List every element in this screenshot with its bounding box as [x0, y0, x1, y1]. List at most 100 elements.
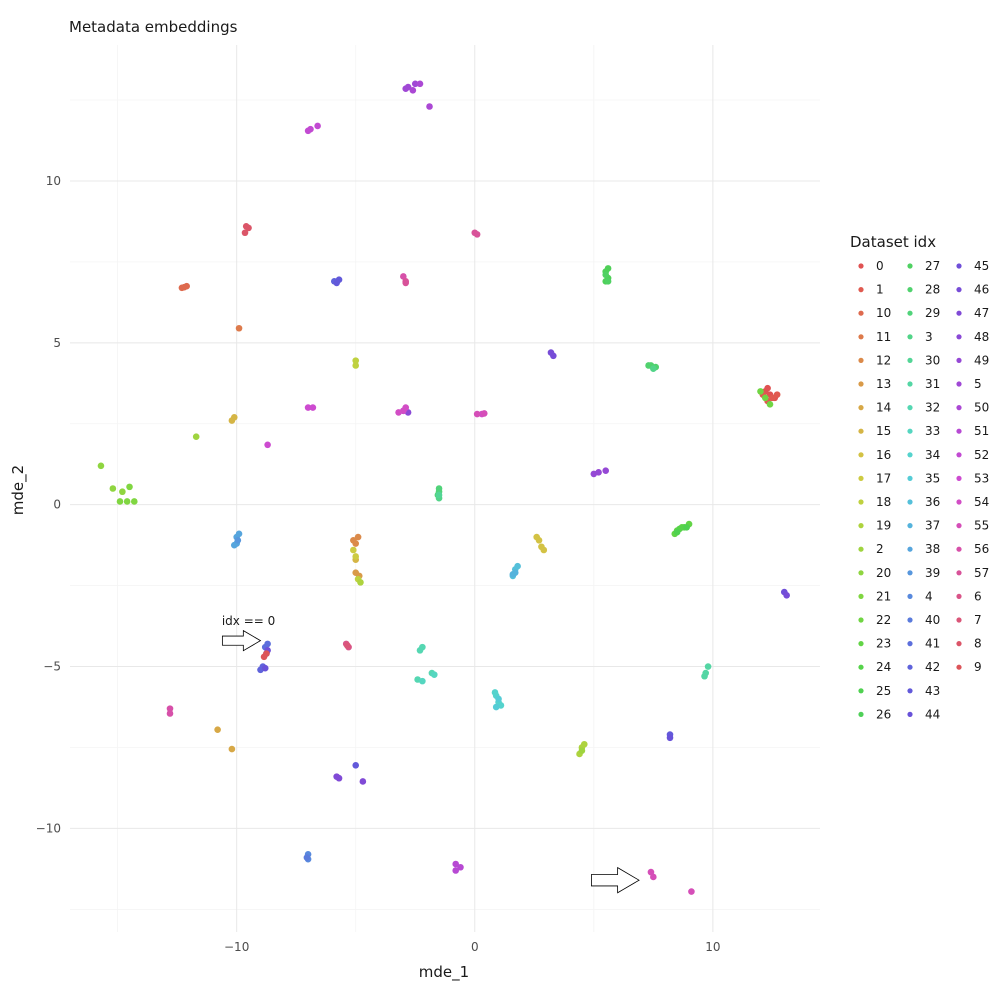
legend-label-4: 4	[925, 589, 933, 603]
legend-label-47: 47	[974, 306, 989, 320]
x-tick-label: −10	[224, 940, 249, 954]
legend-label-1: 1	[876, 283, 884, 297]
legend-marker-44	[907, 711, 913, 718]
legend-label-18: 18	[876, 495, 891, 509]
data-point-57	[473, 231, 481, 238]
data-point-54	[402, 404, 410, 411]
legend-label-10: 10	[876, 306, 891, 320]
legend-label-54: 54	[974, 495, 989, 509]
legend-label-13: 13	[876, 377, 891, 391]
data-point-21	[116, 498, 124, 505]
data-point-44	[261, 664, 269, 672]
data-point-33	[430, 671, 438, 678]
y-tick-label: −10	[36, 821, 61, 835]
legend-label-19: 19	[876, 519, 891, 533]
legend-marker-17	[858, 475, 864, 481]
legend-marker-5	[956, 381, 962, 387]
annotations: idx == 0	[222, 614, 640, 894]
data-point-31	[701, 672, 708, 680]
data-point-26	[604, 265, 612, 272]
legend-label-20: 20	[876, 566, 891, 580]
data-point-56	[166, 705, 174, 712]
legend-marker-6	[956, 593, 962, 600]
data-point-20	[109, 485, 117, 492]
legend-label-8: 8	[974, 637, 982, 651]
data-point-37	[509, 570, 517, 578]
data-point-30	[435, 491, 443, 499]
legend-label-45: 45	[974, 259, 989, 273]
legend-label-24: 24	[876, 660, 891, 674]
legend-label-25: 25	[876, 684, 891, 698]
legend-label-48: 48	[974, 330, 989, 344]
major-gridlines	[70, 45, 820, 932]
legend-marker-2	[858, 546, 864, 552]
legend-marker-13	[858, 381, 864, 387]
legend-marker-43	[907, 688, 913, 694]
legend-marker-28	[907, 287, 913, 293]
data-point-47	[333, 773, 340, 780]
data-point-18	[352, 357, 360, 364]
legend-label-31: 31	[925, 377, 940, 391]
y-tick-label: 10	[46, 174, 61, 188]
legend-label-21: 21	[876, 589, 891, 603]
legend-marker-53	[956, 475, 962, 481]
legend-marker-25	[858, 688, 864, 694]
legend-marker-3	[907, 334, 913, 340]
legend-label-14: 14	[876, 401, 891, 415]
data-point-51	[452, 867, 460, 874]
data-point-8	[245, 224, 252, 232]
data-point-16	[535, 536, 543, 544]
data-point-2	[578, 747, 586, 755]
legend-label-6: 6	[974, 589, 982, 603]
legend-marker-42	[907, 664, 913, 670]
x-tick-labels: −10 0 10	[224, 940, 720, 954]
data-point-53	[264, 441, 271, 449]
data-point-52	[314, 122, 321, 130]
data-point-50	[416, 80, 424, 88]
data-point-55	[688, 888, 695, 895]
data-point-5	[402, 85, 410, 93]
legend-items: 0 1 10 11 12 13 14 15 16 17 18 19 2 20 21 22 23 24 25 26 27 2…	[858, 259, 989, 721]
data-point-31	[704, 663, 712, 670]
legend-label-40: 40	[925, 613, 940, 627]
data-point-49	[590, 470, 598, 478]
data-point-54	[395, 409, 402, 416]
data-point-12	[352, 540, 360, 547]
data-point-2	[192, 433, 200, 441]
data-point-5	[411, 80, 419, 88]
legend-marker-19	[858, 523, 864, 529]
legend-label-7: 7	[974, 613, 982, 627]
legend-label-53: 53	[974, 471, 989, 485]
x-tick-label: 0	[471, 940, 479, 954]
data-point-25	[673, 528, 681, 536]
legend-label-0: 0	[876, 259, 884, 273]
legend-marker-30	[907, 357, 913, 363]
data-point-20	[97, 462, 105, 470]
data-point-55	[480, 410, 488, 417]
y-tick-label: 0	[53, 498, 61, 512]
data-point-38	[230, 541, 238, 549]
data-point-10	[180, 283, 188, 291]
data-point-46	[547, 349, 555, 356]
data-point-57	[402, 279, 410, 287]
data-point-34	[491, 689, 499, 696]
data-point-27	[602, 271, 610, 279]
legend-marker-40	[907, 617, 913, 623]
data-point-15	[230, 413, 238, 421]
legend-label-51: 51	[974, 424, 989, 438]
data-point-43	[352, 761, 360, 769]
legend-marker-52	[956, 452, 962, 458]
legend-marker-16	[858, 452, 864, 458]
legend-marker-14	[858, 405, 864, 411]
legend-label-43: 43	[925, 684, 940, 698]
data-point-29	[435, 485, 443, 492]
legend-label-49: 49	[974, 353, 989, 367]
data-point-8	[241, 229, 249, 237]
legend-marker-55	[956, 523, 962, 529]
legend-marker-34	[907, 452, 913, 458]
legend-marker-45	[956, 263, 962, 269]
legend-marker-11	[858, 334, 864, 340]
data-points	[97, 80, 790, 895]
data-point-12	[354, 533, 362, 541]
legend-marker-24	[858, 664, 864, 670]
